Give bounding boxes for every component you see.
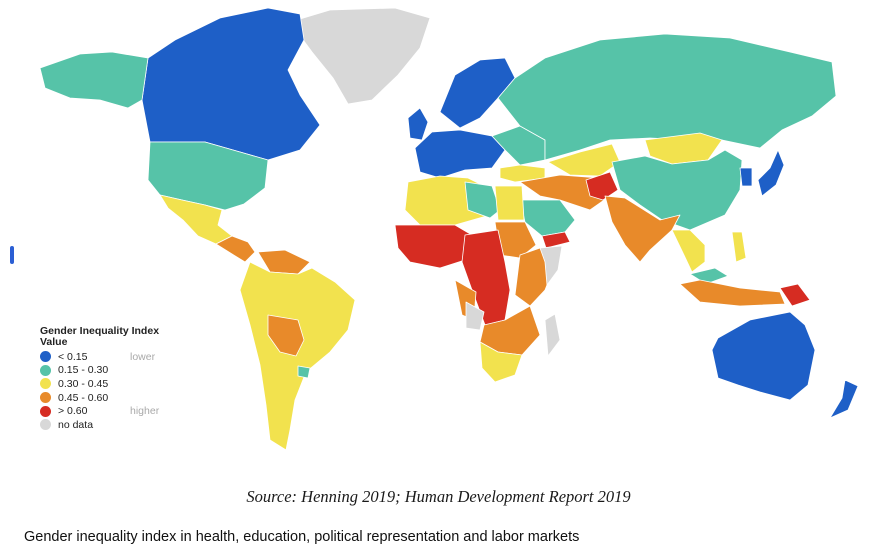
legend-swatch [40,378,51,390]
papua-new-guinea [779,283,811,307]
uruguay [297,365,311,379]
somalia [539,245,563,286]
legend-label: 0.30 - 0.45 [58,377,109,390]
bolivia-paraguay [267,314,305,357]
legend-item: 0.45 - 0.60 [40,391,190,405]
legend-swatch [40,419,51,431]
legend-item: 0.15 - 0.30 [40,364,190,378]
world-map [39,7,859,451]
south-america [239,261,356,451]
alaska [39,51,149,109]
west-africa [394,224,473,269]
source-citation: Source: Henning 2019; Human Development … [246,487,631,506]
angola [465,301,485,331]
libya [464,181,501,219]
indonesia [679,279,786,307]
southern-africa [479,341,523,383]
legend-item: < 0.15 lower [40,350,190,364]
legend-swatch [40,405,51,417]
edge-marker [10,246,14,264]
japan [757,149,785,197]
central-america [215,235,256,263]
india-pakistan [604,195,681,263]
legend-item: no data [40,418,190,432]
venezuela-guianas [257,249,311,275]
china [611,149,743,231]
legend-swatch [40,392,51,404]
legend-label: 0.45 - 0.60 [58,391,109,404]
legend-label: < 0.15 [58,350,88,363]
usa [147,141,269,211]
figure-caption: Gender inequality index in health, educa… [24,529,580,545]
legend-swatch [40,364,51,376]
legend-item: > 0.60 higher [40,404,190,418]
new-zealand [829,379,859,419]
western-europe [414,129,506,179]
map-legend: Gender Inequality Index Value < 0.15 low… [40,326,190,432]
legend-title: Gender Inequality Index [40,325,160,337]
legend-note: higher [130,405,160,418]
legend-note: lower [130,350,156,363]
uk-ireland [407,107,429,141]
philippines [731,231,747,263]
legend-item: 0.30 - 0.45 [40,377,190,391]
egypt [494,185,525,221]
russia [497,33,837,161]
legend-label: > 0.60 [58,405,88,418]
madagascar [544,313,561,357]
southeast-asia [671,229,706,273]
greenland [289,7,431,105]
legend-swatch [40,351,51,363]
australia [711,311,816,401]
yemen [541,231,571,249]
legend-subtitle: Value [40,336,68,348]
legend-label: no data [58,418,94,431]
canada [141,7,321,161]
korea [739,167,753,187]
afghanistan [585,171,619,201]
legend-label: 0.15 - 0.30 [58,364,109,377]
